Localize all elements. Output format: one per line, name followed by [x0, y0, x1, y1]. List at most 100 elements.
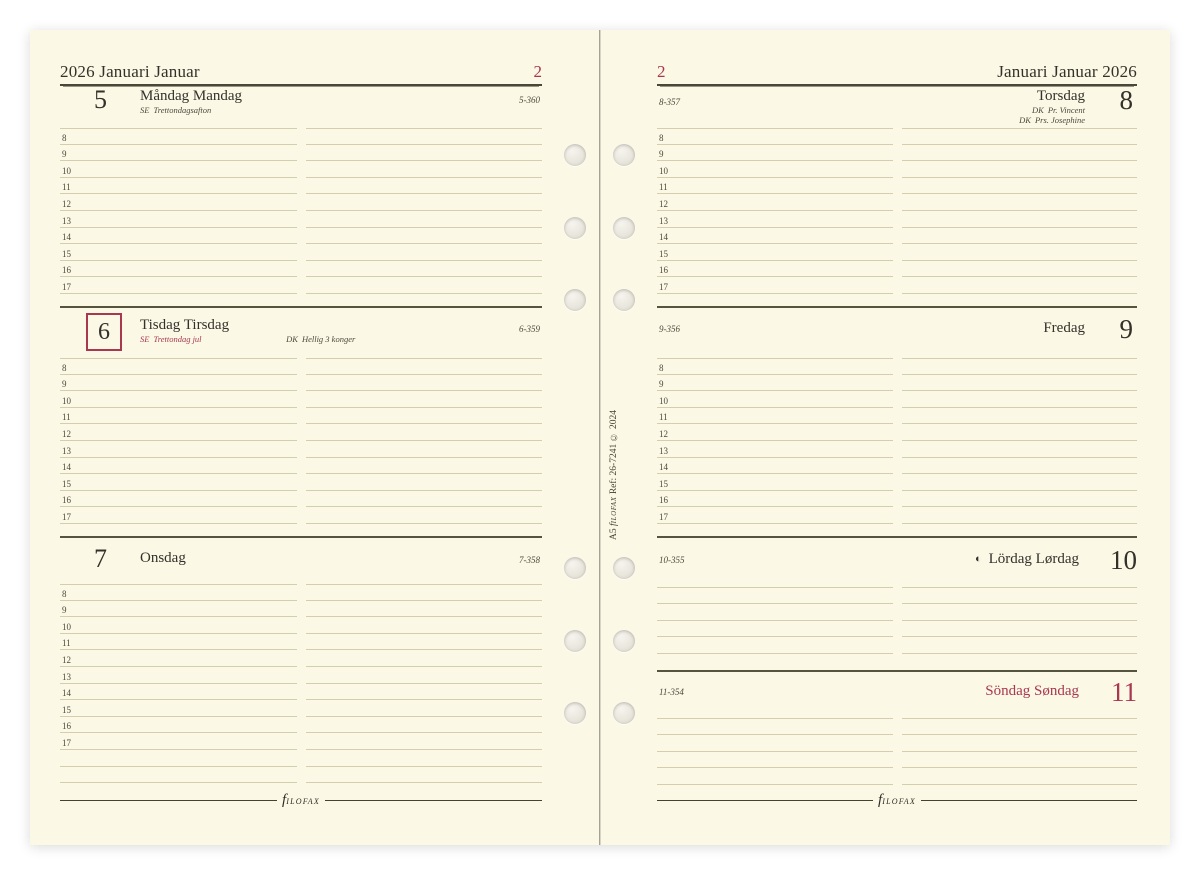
- day-divider: [657, 536, 1137, 538]
- ruled-line-row: 12: [657, 194, 1137, 211]
- ruled-line-row: 13: [60, 211, 542, 228]
- ruled-line-row: 16: [657, 261, 1137, 278]
- ruled-line-row: [657, 719, 1137, 736]
- day-title: Måndag Mandag: [140, 88, 243, 104]
- ruled-line-row: 13: [60, 441, 542, 458]
- ruled-line-row: 14: [657, 458, 1137, 475]
- hour-label: 13: [62, 445, 71, 456]
- hour-grid-tuesday: 8 9 10 11 12 13 14 15 16 17: [60, 358, 542, 524]
- writing-line: [305, 491, 542, 508]
- day-titles: Måndag Mandag SE Trettondagsafton: [140, 87, 242, 115]
- writing-line: [305, 441, 542, 458]
- writing-line: [60, 194, 297, 211]
- day-header-wednesday: 7 Onsdag 7-358: [60, 543, 542, 587]
- hour-label: 9: [659, 379, 664, 390]
- writing-line: [657, 637, 893, 654]
- day-notes: SE Trettondag jul DK Hellig 3 konger: [140, 334, 355, 344]
- writing-line: [60, 767, 297, 784]
- writing-line: [657, 128, 893, 145]
- hour-label: 11: [659, 182, 668, 193]
- day-title: Torsdag: [1036, 88, 1085, 104]
- writing-line: [305, 667, 542, 684]
- ruled-line-row: 13: [657, 441, 1137, 458]
- writing-line: [60, 650, 297, 667]
- day-title: ◐ Lördag Lørdag: [974, 551, 1079, 567]
- hour-label: 11: [659, 412, 668, 423]
- writing-line: [901, 277, 1137, 294]
- hour-label: 14: [62, 688, 71, 699]
- ruled-line-row: 11: [657, 408, 1137, 425]
- writing-line: [901, 145, 1137, 162]
- day-number: 11: [1111, 677, 1137, 707]
- hour-label: 17: [659, 511, 668, 522]
- writing-line: [60, 634, 297, 651]
- writing-line: [901, 474, 1137, 491]
- hour-label: 14: [62, 462, 71, 473]
- writing-line: [305, 211, 542, 228]
- writing-line: [60, 441, 297, 458]
- writing-line: [60, 617, 297, 634]
- binder-hole: [564, 289, 586, 311]
- writing-line: [305, 277, 542, 294]
- writing-line: [657, 358, 893, 359]
- writing-line: [60, 584, 297, 585]
- ruled-line-row: 11: [60, 178, 542, 195]
- ruled-line-row: [657, 735, 1137, 752]
- day-notes: SE Trettondagsafton: [140, 105, 242, 115]
- writing-line: [305, 750, 542, 767]
- ruled-line-row: 10: [60, 391, 542, 408]
- day-title: Söndag Søndag: [985, 683, 1079, 699]
- writing-line: [657, 571, 893, 588]
- ruled-line-row: 14: [60, 458, 542, 475]
- writing-line: [305, 474, 542, 491]
- ruled-line-row: 11: [60, 634, 542, 651]
- day-titles: ◐ Lördag Lørdag: [975, 550, 1079, 568]
- writing-line: [305, 634, 542, 651]
- writing-line: [901, 128, 1137, 145]
- ruled-line-row: 11: [60, 408, 542, 425]
- writing-line: [60, 507, 297, 524]
- writing-line: [305, 584, 542, 601]
- writing-line: [901, 358, 1137, 359]
- writing-line: [657, 752, 893, 769]
- day-titles: Söndag Søndag: [985, 682, 1079, 700]
- writing-line: [901, 424, 1137, 441]
- writing-line: [60, 228, 297, 245]
- day-titles: Torsdag DK Pr. Vincent DK Prs. Josephine: [1019, 87, 1085, 125]
- writing-line: [305, 128, 542, 129]
- ruled-line-row: [657, 768, 1137, 785]
- writing-line: [901, 211, 1137, 228]
- day-of-year: 10-355: [659, 555, 685, 565]
- holiday-note: DK Pr. Vincent: [1032, 105, 1085, 115]
- hour-label: 9: [62, 605, 67, 616]
- hour-label: 12: [62, 198, 71, 209]
- hour-label: 12: [62, 654, 71, 665]
- writing-line: [60, 145, 297, 162]
- ruled-line-row: [60, 767, 542, 784]
- writing-line: [657, 441, 893, 458]
- writing-line: [305, 507, 542, 524]
- ruled-line-row: 9: [657, 145, 1137, 162]
- day-notes: DK Prs. Josephine: [1019, 115, 1085, 125]
- writing-line: [60, 601, 297, 618]
- hour-label: 8: [62, 132, 67, 143]
- hour-label: 16: [659, 495, 668, 506]
- writing-line: [657, 244, 893, 261]
- writing-line: [305, 617, 542, 634]
- hour-label: 15: [659, 478, 668, 489]
- footer-brand-line: filofax: [657, 793, 1137, 808]
- ruled-line-row: 16: [60, 717, 542, 734]
- hour-grid-thursday: 8 9 10 11 12 13 14 15 16 17: [657, 128, 1137, 294]
- hour-label: 8: [62, 362, 67, 373]
- ruled-line-row: 16: [60, 491, 542, 508]
- ruled-line-row: 8: [60, 584, 542, 601]
- writing-line: [901, 228, 1137, 245]
- ruled-line-row: 16: [60, 261, 542, 278]
- hour-label: 16: [62, 721, 71, 732]
- writing-line: [60, 128, 297, 129]
- writing-line: [657, 145, 893, 162]
- writing-line: [60, 458, 297, 475]
- ruled-line-row: 12: [60, 194, 542, 211]
- writing-line: [657, 491, 893, 508]
- binder-hole: [564, 630, 586, 652]
